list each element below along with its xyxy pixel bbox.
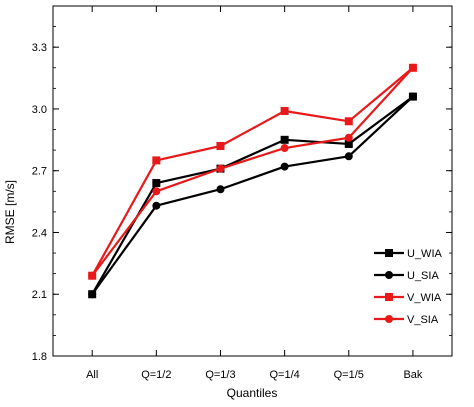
series-line (91, 95, 414, 295)
data-point (344, 133, 353, 142)
plot-area: 1.8 2.1 2.4 2.7 3.0 3.3 All Q=1/2 Q=1/3 Q=1/4 Q=1/… (32, 5, 453, 381)
series-line (91, 67, 414, 277)
legend-label: U_WIA (407, 248, 443, 260)
data-point (344, 152, 353, 161)
data-point (408, 63, 417, 72)
series-layer (88, 63, 417, 299)
x-axis-label: Quantiles (227, 386, 278, 400)
legend-marker (385, 249, 393, 257)
plot-frame (52, 5, 453, 357)
y-tick-label: 1.8 (32, 351, 47, 363)
data-point (408, 92, 417, 101)
data-point (152, 201, 161, 210)
y-tick-label: 2.1 (32, 289, 47, 301)
legend-label: V_SIA (407, 314, 439, 326)
data-point (344, 139, 353, 148)
data-point (280, 135, 289, 144)
data-point (216, 164, 225, 173)
legend-marker (385, 315, 393, 323)
data-point (280, 107, 289, 115)
data-point (88, 290, 97, 299)
x-tick-label: All (86, 369, 98, 381)
x-tick-label: Bak (403, 369, 422, 381)
y-tick-label: 2.7 (32, 166, 47, 178)
x-tick-label: Q=1/5 (334, 369, 364, 381)
legend: U_WIA U_SIA V_WIA V_SIA (374, 248, 443, 326)
x-tick-label: Q=1/4 (269, 369, 299, 381)
data-point (216, 185, 225, 194)
legend-label: U_SIA (407, 270, 439, 282)
y-tick-label: 2.4 (32, 227, 47, 239)
data-point (152, 156, 161, 165)
x-tick-label: Q=1/3 (205, 369, 235, 381)
x-tick-label: Q=1/2 (141, 369, 171, 381)
legend-marker (385, 293, 393, 301)
data-point (152, 187, 161, 196)
data-point (152, 179, 161, 188)
series-line (91, 95, 414, 295)
data-point (280, 144, 289, 153)
data-point (216, 142, 225, 150)
data-point (280, 162, 289, 171)
series-line (91, 66, 414, 277)
legend-label: V_WIA (407, 292, 442, 304)
y-axis-label: RMSE [m/s] (3, 180, 17, 244)
y-tick-label: 3.3 (32, 42, 47, 54)
y-tick-label: 3.0 (32, 104, 47, 116)
data-point (88, 271, 97, 280)
legend-marker (385, 271, 393, 279)
data-point (344, 117, 353, 126)
